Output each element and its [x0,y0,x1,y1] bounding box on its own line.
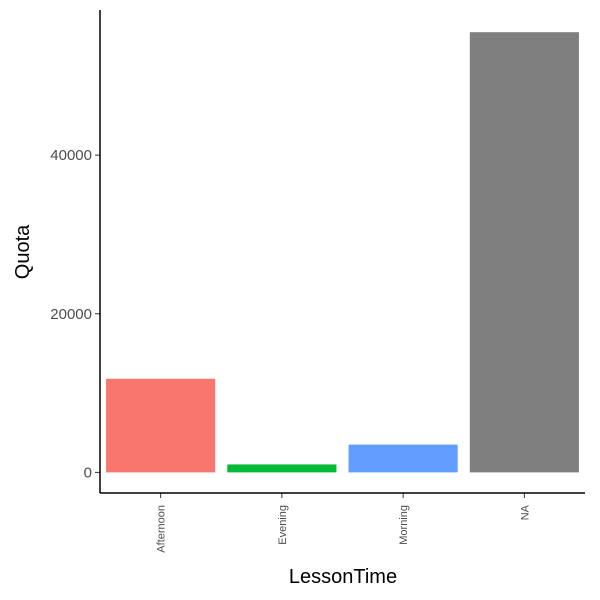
y-tick-label: 0 [84,464,92,481]
bar-na [469,32,579,473]
x-tick-label-na: NA [519,504,531,520]
x-axis-ticks: Afternoon Evening Morning NA [156,493,531,553]
y-axis-title: Quota [12,224,34,279]
bar-evening [227,464,337,473]
y-tick-label: 20000 [50,306,92,323]
bars [106,32,579,473]
y-tick-label: 40000 [50,147,92,164]
x-tick-label-evening: Evening [277,505,289,545]
x-axis-title: LessonTime [289,566,397,588]
bar-afternoon [106,378,216,473]
y-axis-ticks: 0 20000 40000 [50,147,100,481]
x-tick-label-afternoon: Afternoon [156,505,168,553]
x-tick-label-morning: Morning [398,505,410,545]
bar-morning [348,444,458,473]
